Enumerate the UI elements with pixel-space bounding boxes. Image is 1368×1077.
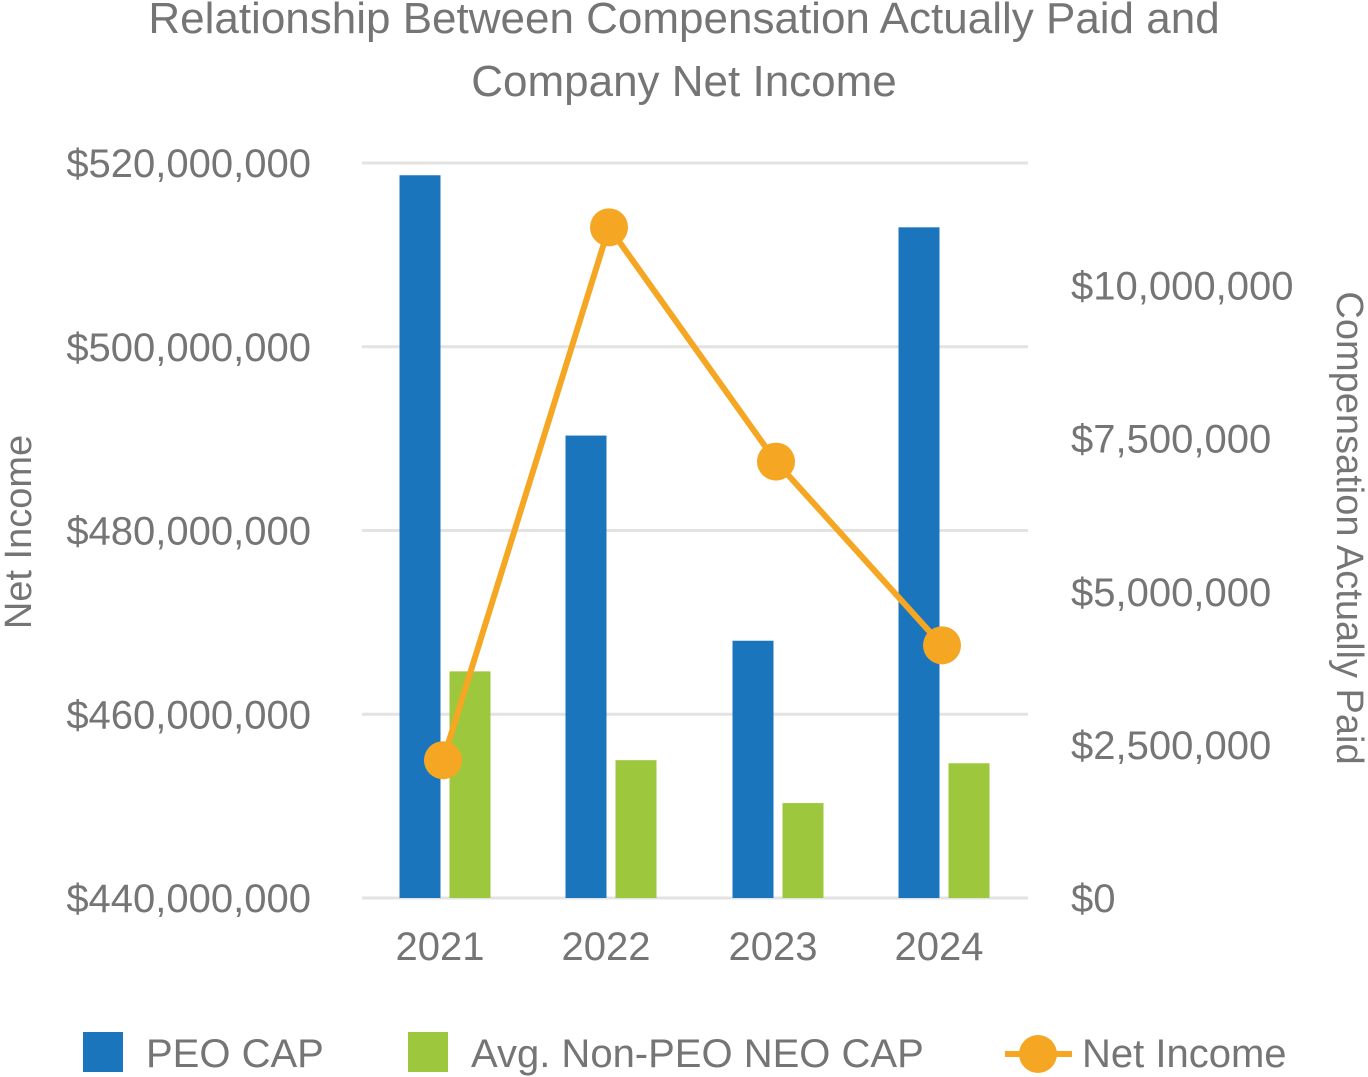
net-income-line bbox=[424, 208, 961, 780]
legend-marker-net-income bbox=[1019, 1035, 1057, 1073]
legend-label-peo-cap: PEO CAP bbox=[146, 1032, 324, 1076]
non-peo-neo-cap-bar bbox=[948, 763, 990, 898]
non-peo-neo-cap-bar bbox=[782, 803, 824, 898]
legend-swatch-non-peo-neo-cap bbox=[408, 1032, 448, 1072]
net-income-point bbox=[923, 626, 961, 665]
x-tick-label: 2024 bbox=[895, 925, 984, 969]
right-tick-label: $7,500,000 bbox=[1071, 418, 1271, 462]
right-axis-ticks: $10,000,000 $7,500,000 $5,000,000 $2,500,00… bbox=[1071, 265, 1293, 922]
x-tick-label: 2023 bbox=[729, 925, 818, 969]
peo-cap-bar bbox=[565, 435, 607, 898]
non-peo-neo-cap-bar bbox=[615, 760, 657, 898]
left-tick-label: $460,000,000 bbox=[66, 693, 311, 737]
legend: PEO CAP Avg. Non-PEO NEO CAP Net Income bbox=[83, 1032, 1287, 1076]
net-income-point bbox=[757, 442, 795, 481]
left-axis-ticks: $520,000,000 $500,000,000 $480,000,000 $460… bbox=[66, 142, 311, 921]
chart-title-line-2: Company Net Income bbox=[471, 57, 897, 106]
right-tick-label: $0 bbox=[1071, 877, 1116, 921]
left-tick-label: $480,000,000 bbox=[66, 510, 311, 554]
right-axis-title: Compensation Actually Paid bbox=[1328, 291, 1368, 764]
left-tick-label: $520,000,000 bbox=[66, 142, 311, 186]
x-axis-ticks: 2021 2022 2023 2024 bbox=[396, 925, 984, 969]
legend-swatch-peo-cap bbox=[83, 1032, 123, 1072]
left-tick-label: $440,000,000 bbox=[66, 877, 311, 921]
left-tick-label: $500,000,000 bbox=[66, 326, 311, 370]
peo-cap-bar bbox=[399, 175, 441, 898]
chart-title: Relationship Between Compensation Actual… bbox=[148, 0, 1219, 106]
peo-cap-bar bbox=[898, 227, 940, 898]
x-tick-label: 2021 bbox=[396, 925, 485, 969]
net-income-line-path bbox=[440, 224, 945, 762]
right-tick-label: $2,500,000 bbox=[1071, 724, 1271, 768]
net-income-point bbox=[590, 208, 628, 247]
bars bbox=[399, 175, 990, 898]
legend-label-non-peo-neo-cap: Avg. Non-PEO NEO CAP bbox=[471, 1032, 924, 1076]
x-tick-label: 2022 bbox=[562, 925, 651, 969]
legend-label-net-income: Net Income bbox=[1082, 1032, 1287, 1076]
chart-title-line-1: Relationship Between Compensation Actual… bbox=[148, 0, 1219, 43]
net-income-point bbox=[424, 741, 462, 780]
right-tick-label: $5,000,000 bbox=[1071, 571, 1271, 615]
peo-cap-bar bbox=[732, 640, 774, 898]
non-peo-neo-cap-bar bbox=[449, 671, 491, 898]
left-axis-title: Net Income bbox=[0, 435, 40, 629]
right-tick-label: $10,000,000 bbox=[1071, 265, 1293, 309]
